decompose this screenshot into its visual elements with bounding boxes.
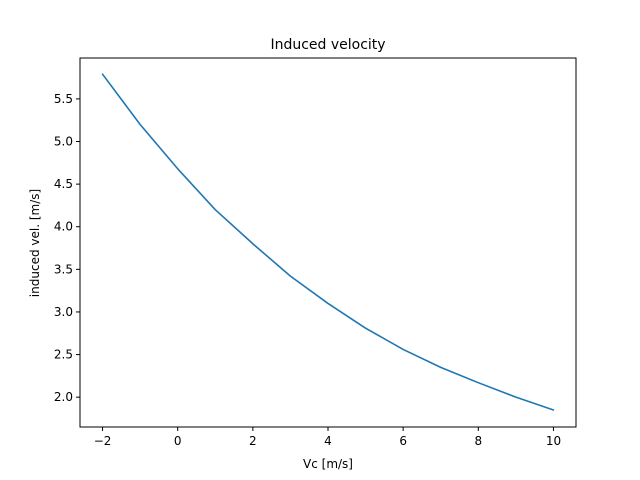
x-tick-label: −2 <box>94 434 112 448</box>
series-line <box>101 73 555 411</box>
y-tick-label: 3.5 <box>54 262 73 276</box>
x-tick-label: 6 <box>399 434 407 448</box>
y-tick-label: 3.0 <box>54 305 73 319</box>
axis-ticks: −2 0 2 4 6 8 10 2.0 2.5 3.0 3.5 4.0 4.5 5.0 5.5 <box>54 92 561 448</box>
y-tick-label: 2.0 <box>54 390 73 404</box>
axes-frame <box>79 57 577 428</box>
y-tick-label: 5.0 <box>54 135 73 149</box>
y-tick-label: 5.5 <box>54 92 73 106</box>
chart-title: Induced velocity <box>270 37 385 53</box>
x-tick-label: 0 <box>174 434 182 448</box>
y-axis-label: induced vel. [m/s] <box>28 189 42 297</box>
x-tick-label: 10 <box>546 434 561 448</box>
x-tick-label: 8 <box>474 434 482 448</box>
y-tick-label: 4.0 <box>54 220 73 234</box>
y-tick-label: 2.5 <box>54 348 73 362</box>
plot-area <box>101 73 555 411</box>
y-tick-label: 4.5 <box>54 177 73 191</box>
x-tick-label: 4 <box>324 434 332 448</box>
x-axis-label: Vc [m/s] <box>303 457 353 471</box>
x-tick-label: 2 <box>249 434 257 448</box>
